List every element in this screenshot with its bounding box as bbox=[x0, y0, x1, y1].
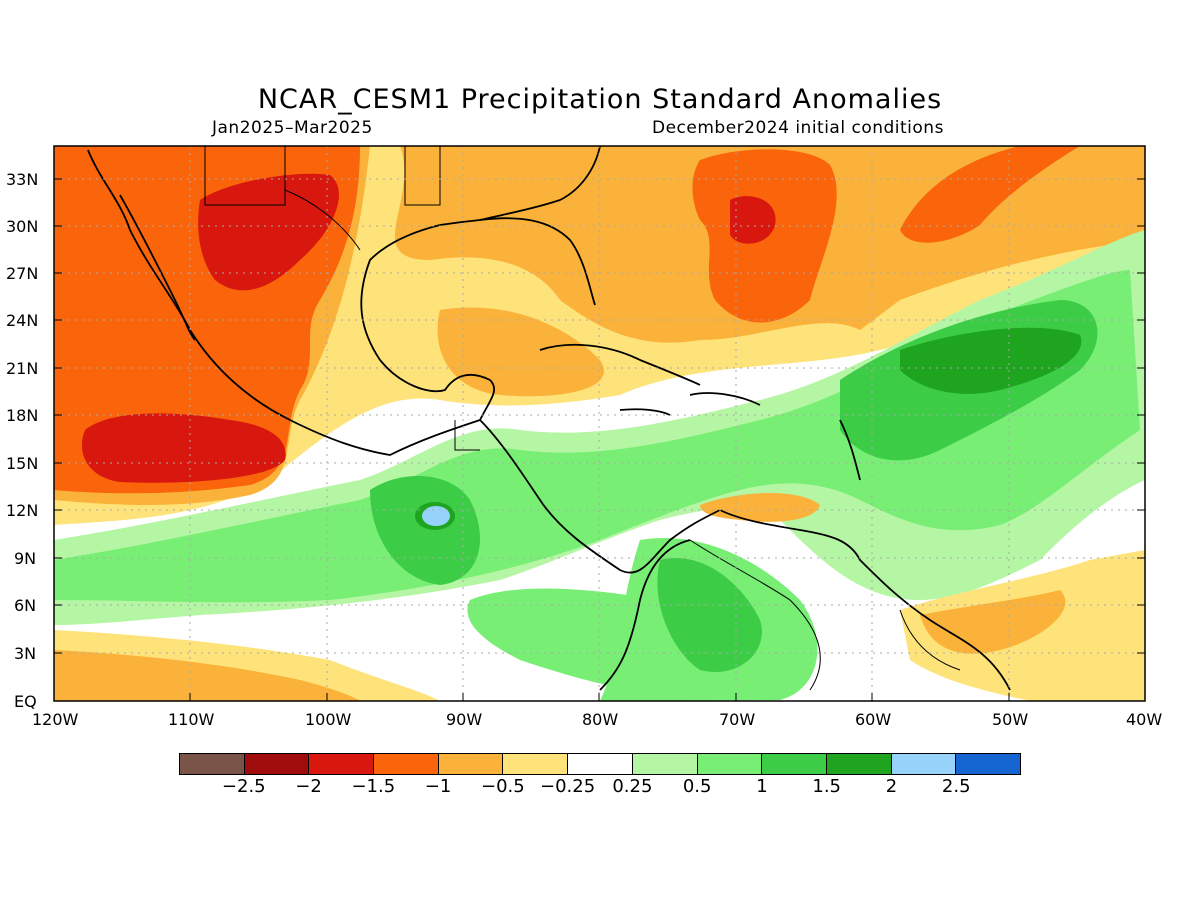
lat-label: 33N bbox=[6, 170, 39, 189]
lat-label: 30N bbox=[6, 217, 39, 236]
colorbar-label: −2 bbox=[295, 776, 322, 797]
anomaly-field bbox=[54, 146, 1145, 701]
lat-label: 9N bbox=[14, 549, 37, 568]
lon-label: 60W bbox=[855, 710, 892, 729]
lat-label: EQ bbox=[14, 692, 37, 711]
colorbar-label: 1 bbox=[756, 776, 768, 797]
lat-label: 18N bbox=[6, 406, 39, 425]
colorbar-swatch bbox=[891, 754, 957, 774]
colorbar-label: 0.25 bbox=[612, 776, 653, 797]
lon-label: 110W bbox=[168, 710, 215, 729]
lat-label: 12N bbox=[6, 501, 39, 520]
colorbar-swatch bbox=[374, 754, 439, 774]
lat-label: 15N bbox=[6, 454, 39, 473]
colorbar-swatch bbox=[568, 754, 633, 774]
lat-label: 21N bbox=[6, 359, 39, 378]
lon-label: 100W bbox=[305, 710, 352, 729]
colorbar-swatch bbox=[180, 754, 245, 774]
colorbar-swatch bbox=[438, 754, 504, 774]
gridlines bbox=[54, 146, 1145, 701]
axis-ticks bbox=[54, 178, 1145, 701]
colorbar-swatch bbox=[503, 754, 569, 774]
colorbar-swatch bbox=[309, 754, 375, 774]
colorbar-label: 2 bbox=[885, 776, 898, 797]
lat-label: 27N bbox=[6, 264, 39, 283]
colorbar-label: −0.25 bbox=[540, 776, 596, 797]
lon-label: 40W bbox=[1126, 710, 1163, 729]
colorbar-swatch bbox=[762, 754, 827, 774]
lon-label: 80W bbox=[582, 710, 619, 729]
lon-label: 70W bbox=[719, 710, 756, 729]
colorbar bbox=[179, 753, 1021, 775]
colorbar-label: −2.5 bbox=[221, 776, 266, 797]
colorbar-label: 0.5 bbox=[682, 776, 712, 797]
colorbar-swatch bbox=[956, 754, 1020, 774]
lon-label: 90W bbox=[446, 710, 483, 729]
colorbar-swatch bbox=[632, 754, 698, 774]
colorbar-label: 2.5 bbox=[941, 776, 971, 797]
colorbar-label: −1 bbox=[424, 776, 452, 797]
init-label: December2024 initial conditions bbox=[652, 118, 944, 138]
colorbar-label: −1.5 bbox=[351, 776, 396, 797]
lat-label: 24N bbox=[6, 311, 39, 330]
lat-label: 3N bbox=[14, 644, 37, 663]
colorbar-swatch bbox=[826, 754, 892, 774]
chart-title: NCAR_CESM1 Precipitation Standard Anomal… bbox=[257, 84, 943, 115]
coastlines bbox=[87, 146, 1011, 691]
lon-label: 120W bbox=[32, 710, 79, 729]
period-label: Jan2025–Mar2025 bbox=[212, 118, 373, 138]
colorbar-label: −0.5 bbox=[480, 776, 525, 797]
lat-label: 6N bbox=[14, 596, 37, 615]
colorbar-swatch bbox=[244, 754, 310, 774]
lon-label: 50W bbox=[992, 710, 1029, 729]
colorbar-swatch bbox=[697, 754, 763, 774]
colorbar-label: 1.5 bbox=[812, 776, 842, 797]
